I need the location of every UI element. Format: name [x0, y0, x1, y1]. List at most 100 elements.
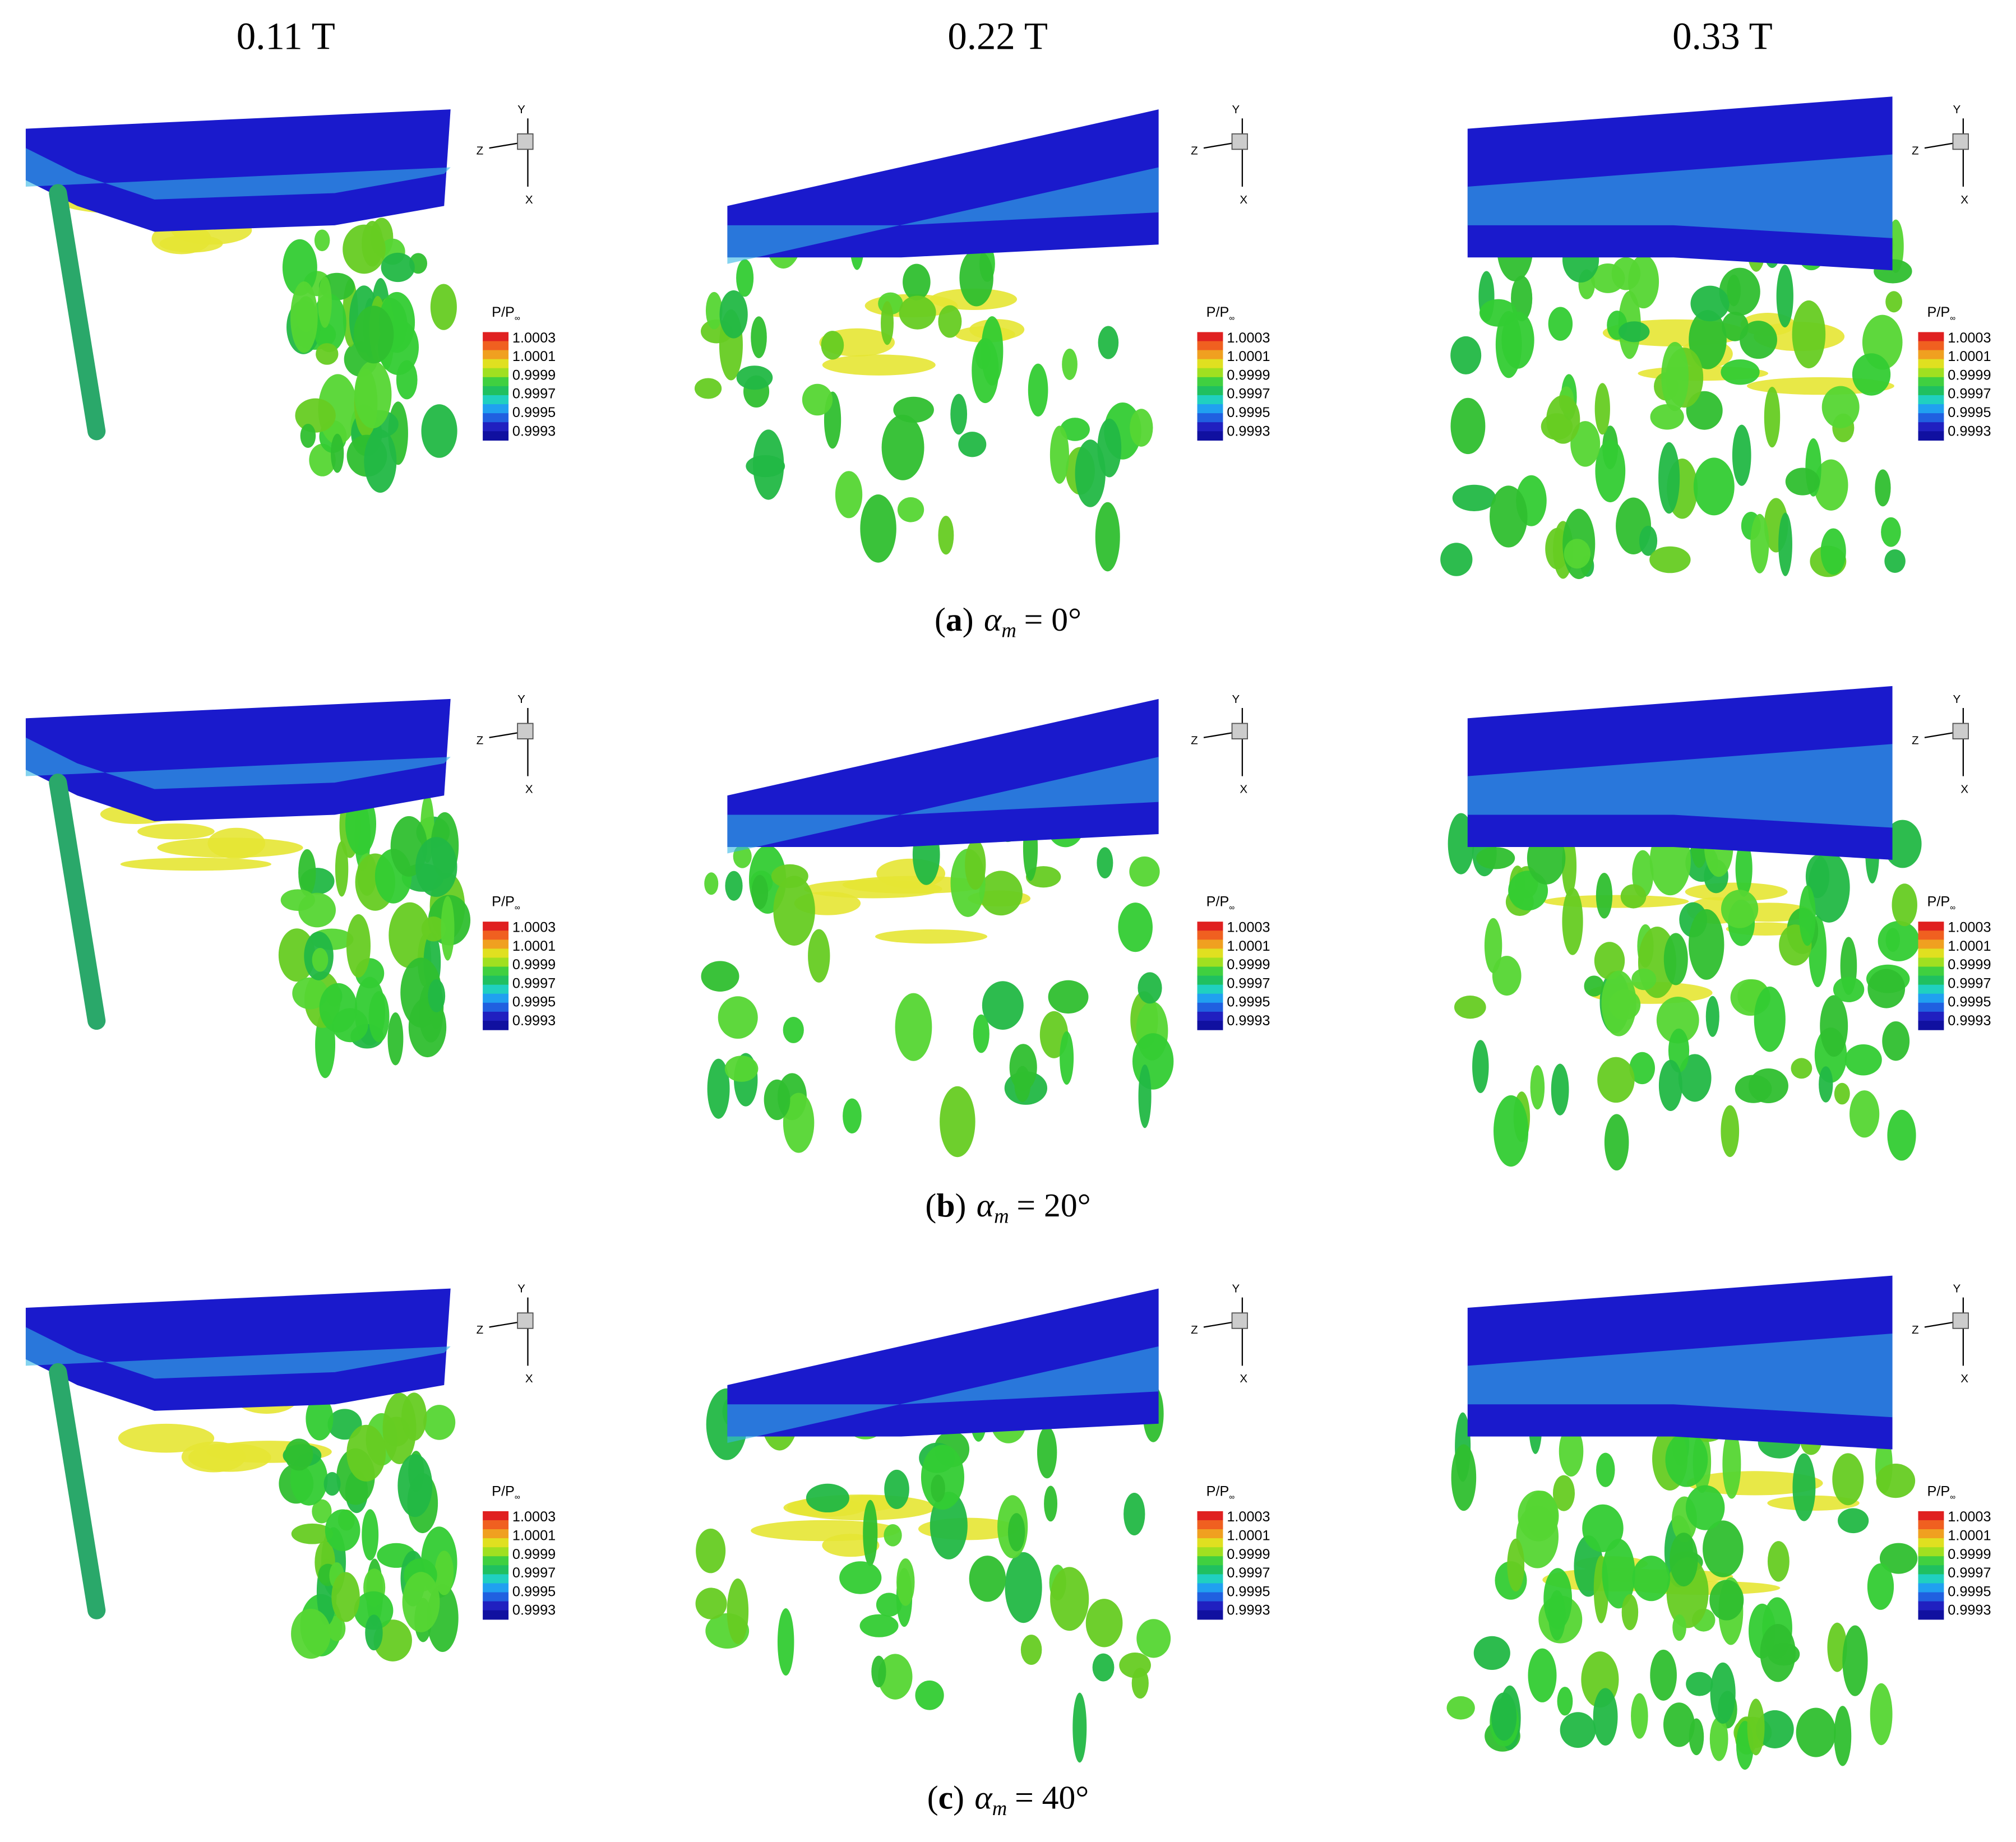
pressure-surface	[25, 698, 451, 822]
vortex	[1808, 852, 1850, 923]
vortex	[1097, 418, 1122, 478]
vortex	[1454, 996, 1486, 1019]
legend-level: 0.9999	[1227, 957, 1270, 973]
axis-cube	[517, 723, 534, 739]
color-band	[1197, 1592, 1223, 1602]
legend-level: 1.0003	[512, 1509, 556, 1525]
pressure-surface	[727, 109, 1159, 258]
vortex	[1776, 265, 1793, 328]
color-band	[483, 1565, 509, 1575]
axis-cube	[517, 133, 534, 150]
vortex	[1778, 512, 1792, 576]
color-band	[1918, 359, 1944, 369]
color-band	[1918, 332, 1944, 342]
color-band	[1197, 1538, 1223, 1548]
color-band	[483, 993, 509, 1003]
legend-title-sub: ∞	[515, 314, 520, 322]
vortex	[876, 1593, 902, 1617]
vortex	[871, 1655, 886, 1688]
vortex	[346, 914, 371, 978]
vortex	[323, 1472, 341, 1496]
vortex	[881, 414, 924, 480]
caption-letter: b	[936, 1187, 955, 1224]
color-band	[1918, 1529, 1944, 1539]
legend-title-text: P/P	[492, 304, 515, 320]
legend-title: P/P∞	[1206, 304, 1235, 322]
vortex	[368, 991, 390, 1043]
legend: P/P∞ 1.0003 1.0001 0.9999 0.9997 0.9995 0.9993	[483, 894, 556, 1030]
color-band	[483, 939, 509, 950]
legend-title-sub: ∞	[1950, 1493, 1955, 1501]
vortex	[421, 917, 446, 942]
axis-cube	[517, 1312, 534, 1329]
legend-level: 1.0003	[1227, 920, 1270, 936]
color-band	[1918, 993, 1944, 1003]
color-band	[483, 1547, 509, 1557]
color-band	[1918, 984, 1944, 994]
vortex-sheet	[1686, 1471, 1823, 1496]
color-band	[1197, 931, 1223, 940]
vortex	[1658, 442, 1680, 514]
legend: P/P∞ 1.0003 1.0001 0.9999 0.9997 0.9995 0.9993	[1918, 1483, 1991, 1620]
vortex	[1530, 1065, 1545, 1110]
vortex	[843, 1098, 862, 1134]
vortex	[1476, 847, 1515, 869]
vortex	[1560, 1712, 1596, 1748]
vortex-sheet	[751, 1520, 900, 1542]
color-band	[1918, 948, 1944, 959]
vortex	[1628, 254, 1659, 309]
legend-level: 0.9997	[1227, 386, 1270, 402]
vortex	[921, 1445, 964, 1510]
caption-symbol: α	[977, 1187, 995, 1224]
vortex	[724, 1056, 759, 1082]
vortex-sheet	[875, 929, 988, 944]
vortex	[1663, 1702, 1695, 1747]
vortex	[1452, 484, 1496, 511]
legend-title: P/P∞	[492, 304, 520, 322]
vortex	[292, 977, 329, 1010]
vortex	[878, 1654, 913, 1700]
vortex	[1060, 1031, 1074, 1085]
vortex	[1721, 359, 1760, 385]
color-band	[1918, 341, 1944, 351]
vortex	[298, 849, 316, 896]
vortex	[1892, 883, 1917, 927]
vortex	[1678, 1054, 1712, 1102]
vortex	[707, 1058, 730, 1119]
legend-title: P/P∞	[492, 894, 520, 912]
color-band	[1197, 1565, 1223, 1575]
color-band	[1197, 413, 1223, 423]
axis-label: X	[1960, 193, 1968, 206]
vortex	[1732, 424, 1751, 486]
vortex	[1709, 1580, 1744, 1621]
vortex	[1799, 885, 1816, 946]
legend-level: 0.9999	[1948, 1547, 1991, 1562]
vortex	[1870, 1683, 1893, 1746]
vortex	[1118, 903, 1153, 952]
color-band	[483, 413, 509, 423]
vortex	[298, 892, 336, 928]
color-band	[1197, 341, 1223, 351]
vortex	[1092, 1653, 1115, 1682]
axis-label: X	[1960, 783, 1968, 796]
color-band	[1197, 1574, 1223, 1584]
axis-label: Z	[1191, 1323, 1198, 1336]
vortex	[365, 1614, 383, 1651]
vortex	[1552, 1475, 1575, 1511]
legend-title-text: P/P	[1927, 304, 1950, 320]
legend-title: P/P∞	[1206, 894, 1235, 912]
vortex	[330, 433, 344, 473]
legend-level: 0.9999	[512, 367, 556, 383]
vortex	[389, 902, 431, 969]
vortex	[1602, 1539, 1635, 1609]
legend-level: 0.9993	[512, 423, 556, 439]
legend: P/P∞ 1.0003 1.0001 0.9999 0.9997 0.9995 0.9993	[1918, 304, 1991, 441]
vortex	[353, 306, 394, 364]
axis-triad: Y Z X	[1912, 103, 1969, 206]
vortex	[973, 1014, 989, 1053]
legend-level: 1.0001	[1227, 1528, 1270, 1544]
vortex	[1594, 942, 1625, 980]
legend-title-text: P/P	[1206, 304, 1229, 320]
vortex	[1639, 525, 1658, 556]
vortex	[1693, 457, 1735, 516]
